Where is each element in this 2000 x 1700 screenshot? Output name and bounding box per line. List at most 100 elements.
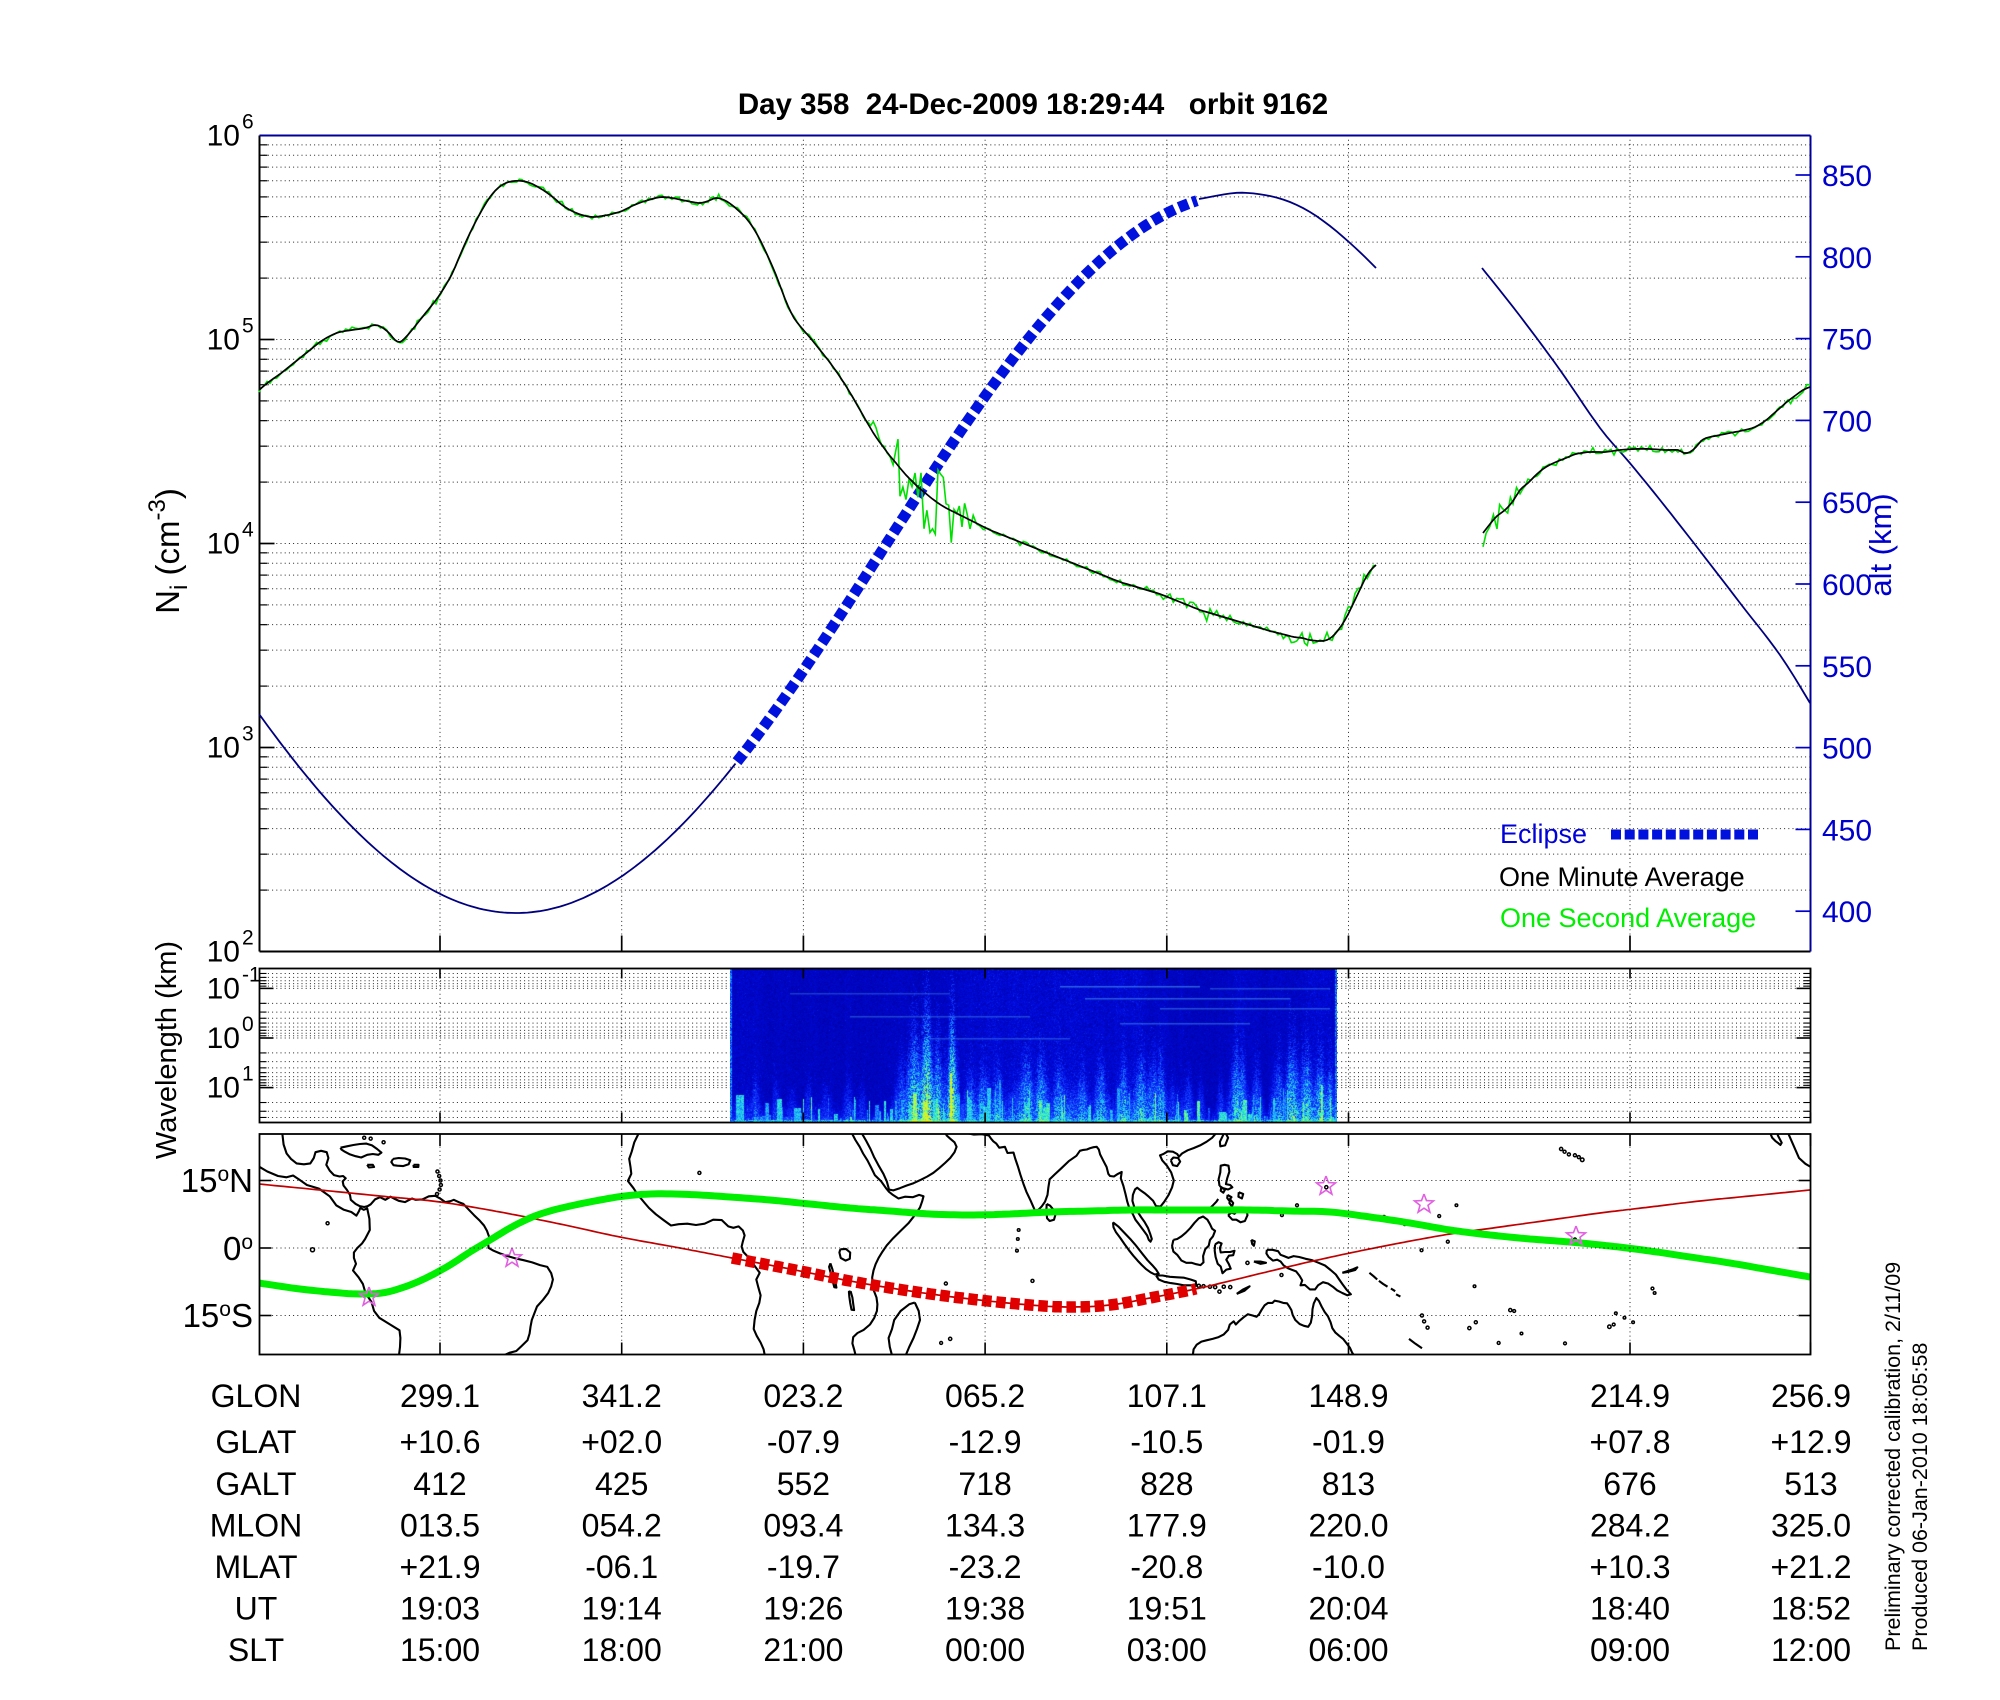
svg-text:425: 425 xyxy=(595,1466,648,1502)
svg-text:10: 10 xyxy=(207,1022,240,1055)
svg-text:1: 1 xyxy=(242,1063,254,1086)
svg-text:Eclipse: Eclipse xyxy=(1500,819,1587,849)
svg-text:19:26: 19:26 xyxy=(763,1591,843,1627)
svg-text:Produced 06-Jan-2010 18:05:58: Produced 06-Jan-2010 18:05:58 xyxy=(1908,1343,1932,1651)
svg-text:MLON: MLON xyxy=(210,1508,302,1544)
svg-text:325.0: 325.0 xyxy=(1771,1508,1851,1544)
svg-text:18:00: 18:00 xyxy=(582,1632,662,1668)
svg-text:09:00: 09:00 xyxy=(1590,1632,1670,1668)
svg-text:412: 412 xyxy=(413,1466,466,1502)
svg-text:GALT: GALT xyxy=(215,1466,296,1502)
svg-text:065.2: 065.2 xyxy=(945,1378,1025,1414)
svg-text:06:00: 06:00 xyxy=(1308,1632,1388,1668)
svg-text:023.2: 023.2 xyxy=(763,1378,843,1414)
svg-text:19:38: 19:38 xyxy=(945,1591,1025,1627)
svg-text:177.9: 177.9 xyxy=(1127,1508,1207,1544)
svg-text:-10.0: -10.0 xyxy=(1312,1549,1385,1585)
svg-text:-1: -1 xyxy=(242,963,261,986)
svg-text:0o: 0o xyxy=(223,1230,253,1267)
svg-text:03:00: 03:00 xyxy=(1127,1632,1207,1668)
svg-text:+10.3: +10.3 xyxy=(1590,1549,1671,1585)
svg-text:552: 552 xyxy=(777,1466,830,1502)
svg-text:18:52: 18:52 xyxy=(1771,1591,1851,1627)
svg-text:20:04: 20:04 xyxy=(1308,1591,1388,1627)
svg-text:+02.0: +02.0 xyxy=(581,1424,662,1460)
svg-text:800: 800 xyxy=(1822,242,1872,275)
svg-text:+21.2: +21.2 xyxy=(1771,1549,1852,1585)
svg-text:0: 0 xyxy=(242,1013,254,1036)
svg-text:-10.5: -10.5 xyxy=(1130,1424,1203,1460)
svg-text:299.1: 299.1 xyxy=(400,1378,480,1414)
svg-text:6: 6 xyxy=(242,111,254,134)
svg-text:676: 676 xyxy=(1603,1466,1656,1502)
svg-text:650: 650 xyxy=(1822,487,1872,520)
svg-text:600: 600 xyxy=(1822,569,1872,602)
svg-text:Preliminary corrected calibrat: Preliminary corrected calibration, 2/11/… xyxy=(1881,1262,1905,1651)
svg-text:10: 10 xyxy=(207,120,240,153)
svg-text:12:00: 12:00 xyxy=(1771,1632,1851,1668)
svg-text:500: 500 xyxy=(1822,733,1872,766)
svg-text:+07.8: +07.8 xyxy=(1590,1424,1671,1460)
svg-text:513: 513 xyxy=(1784,1466,1837,1502)
svg-text:400: 400 xyxy=(1822,896,1872,929)
svg-text:220.0: 220.0 xyxy=(1308,1508,1388,1544)
svg-text:256.9: 256.9 xyxy=(1771,1378,1851,1414)
svg-text:UT: UT xyxy=(235,1591,278,1627)
svg-text:alt (km): alt (km) xyxy=(1863,493,1898,596)
svg-text:15oN: 15oN xyxy=(181,1162,253,1199)
svg-text:GLAT: GLAT xyxy=(215,1424,296,1460)
svg-text:10: 10 xyxy=(207,936,240,969)
svg-text:15:00: 15:00 xyxy=(400,1632,480,1668)
svg-text:00:00: 00:00 xyxy=(945,1632,1025,1668)
svg-text:093.4: 093.4 xyxy=(763,1508,843,1544)
svg-text:19:03: 19:03 xyxy=(400,1591,480,1627)
svg-text:550: 550 xyxy=(1822,651,1872,684)
svg-text:214.9: 214.9 xyxy=(1590,1378,1670,1414)
svg-text:718: 718 xyxy=(958,1466,1011,1502)
svg-text:-12.9: -12.9 xyxy=(949,1424,1022,1460)
svg-text:SLT: SLT xyxy=(228,1632,284,1668)
svg-text:134.3: 134.3 xyxy=(945,1508,1025,1544)
svg-text:10: 10 xyxy=(207,324,240,357)
svg-text:-01.9: -01.9 xyxy=(1312,1424,1385,1460)
svg-text:284.2: 284.2 xyxy=(1590,1508,1670,1544)
svg-text:One Second Average: One Second Average xyxy=(1500,903,1756,933)
svg-text:-07.9: -07.9 xyxy=(767,1424,840,1460)
svg-text:+12.9: +12.9 xyxy=(1771,1424,1852,1460)
svg-text:813: 813 xyxy=(1322,1466,1375,1502)
svg-text:10: 10 xyxy=(207,972,240,1005)
svg-text:One Minute Average: One Minute Average xyxy=(1499,862,1745,892)
svg-text:Wavelength (km): Wavelength (km) xyxy=(151,941,183,1159)
svg-text:+10.6: +10.6 xyxy=(400,1424,481,1460)
svg-text:10: 10 xyxy=(207,528,240,561)
svg-text:828: 828 xyxy=(1140,1466,1193,1502)
svg-text:3: 3 xyxy=(242,723,254,746)
svg-text:148.9: 148.9 xyxy=(1308,1378,1388,1414)
svg-text:19:51: 19:51 xyxy=(1127,1591,1207,1627)
svg-text:18:40: 18:40 xyxy=(1590,1591,1670,1627)
svg-text:013.5: 013.5 xyxy=(400,1508,480,1544)
svg-text:4: 4 xyxy=(242,519,254,542)
svg-text:19:14: 19:14 xyxy=(582,1591,662,1627)
svg-text:10: 10 xyxy=(207,732,240,765)
svg-text:21:00: 21:00 xyxy=(763,1632,843,1668)
svg-text:10: 10 xyxy=(207,1072,240,1105)
svg-text:-06.1: -06.1 xyxy=(585,1549,658,1585)
svg-text:700: 700 xyxy=(1822,405,1872,438)
svg-text:054.2: 054.2 xyxy=(582,1508,662,1544)
svg-text:850: 850 xyxy=(1822,160,1872,193)
svg-text:5: 5 xyxy=(242,315,254,338)
svg-text:750: 750 xyxy=(1822,324,1872,357)
svg-text:15oS: 15oS xyxy=(183,1297,253,1334)
svg-text:+21.9: +21.9 xyxy=(400,1549,481,1585)
svg-text:-20.8: -20.8 xyxy=(1130,1549,1203,1585)
svg-text:GLON: GLON xyxy=(211,1378,302,1414)
svg-text:MLAT: MLAT xyxy=(215,1549,298,1585)
svg-text:Day 358 24-Dec-2009 18:29:44: Day 358 24-Dec-2009 18:29:44 orbit 9162 xyxy=(738,88,1328,121)
svg-text:107.1: 107.1 xyxy=(1127,1378,1207,1414)
svg-text:450: 450 xyxy=(1822,814,1872,847)
svg-text:Ni (cm-3): Ni (cm-3) xyxy=(144,488,193,614)
svg-text:-19.7: -19.7 xyxy=(767,1549,840,1585)
svg-text:341.2: 341.2 xyxy=(582,1378,662,1414)
svg-text:-23.2: -23.2 xyxy=(949,1549,1022,1585)
